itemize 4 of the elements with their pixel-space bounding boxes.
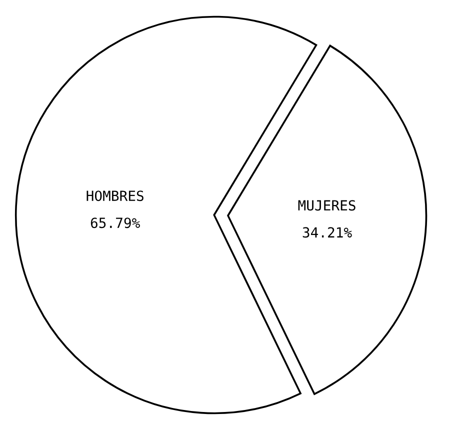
slice-label: MUJERES xyxy=(298,200,356,211)
data-label: 65.79% xyxy=(90,218,140,228)
slice-label: HOMBRES xyxy=(86,190,144,202)
data-label: 34.21% xyxy=(302,227,352,238)
